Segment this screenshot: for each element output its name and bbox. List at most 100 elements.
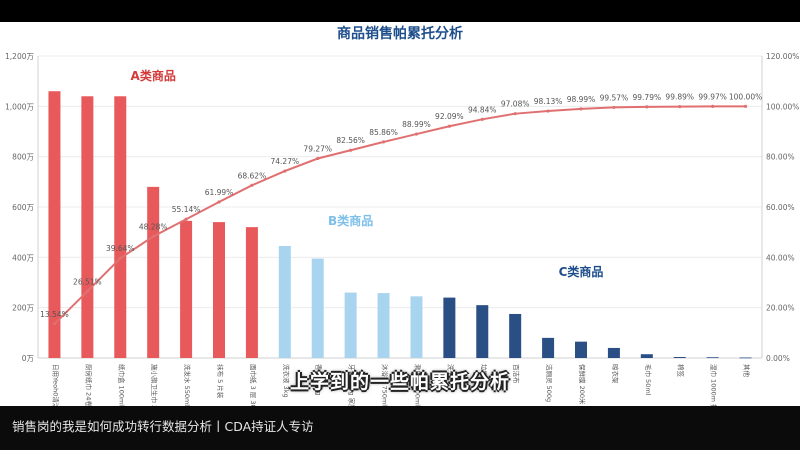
cumulative-point xyxy=(513,112,517,116)
pareto-chart: 商品销售帕累托分析 0万 200万 400万 600万 800万 1,000万 1,200万… xyxy=(5,25,799,406)
x-tick-label: 沐浴露 750ml xyxy=(381,364,390,406)
cumulative-point xyxy=(447,124,451,128)
cumulative-point xyxy=(381,140,386,144)
x-tick-label: 洁厕灵 500g xyxy=(545,364,554,402)
cumulative-label: 85.86% xyxy=(369,128,398,137)
cumulative-label: 79.27% xyxy=(303,145,332,154)
cumulative-label: 88.99% xyxy=(402,120,431,129)
cumulative-point xyxy=(316,156,320,161)
cumulative-label: 99.97% xyxy=(698,92,727,101)
x-tick-label: 厨房纸巾 24卷 xyxy=(84,364,93,406)
bar xyxy=(673,356,686,358)
bar xyxy=(640,354,653,358)
cumulative-point xyxy=(151,234,155,239)
cumulative-line xyxy=(53,105,746,325)
x-tick-label: 其他 xyxy=(743,364,752,378)
x-tick-label: 日用Yeoh0清洁剂 xyxy=(51,364,60,406)
cumulative-point xyxy=(645,105,649,109)
y-right-tick-label: 120.00% xyxy=(766,52,799,61)
cumulative-point xyxy=(579,107,583,111)
bar xyxy=(739,357,752,359)
bar xyxy=(476,305,489,358)
video-caption: 销售岗的我是如何成功转行数据分析丨CDA持证人专访 xyxy=(12,419,314,434)
x-tick-label: 纸巾盒 100ml 套装 xyxy=(117,364,126,406)
cumulative-label: 61.99% xyxy=(205,188,234,197)
bar xyxy=(575,341,587,358)
cumulative-label: 97.08% xyxy=(501,100,530,109)
x-tick-label: 保鲜膜 200米 纸 xyxy=(578,364,587,406)
cumulative-label: 98.13% xyxy=(534,97,563,106)
cumulative-label: 98.99% xyxy=(567,95,596,104)
bar xyxy=(509,313,522,358)
y-right-tick-label: 80.00% xyxy=(766,153,795,162)
x-tick-label: 面巾纸 3 层 300抽 xyxy=(249,364,258,406)
bar xyxy=(180,220,193,358)
cumulative-label: 39.64% xyxy=(106,244,135,253)
cumulative-label: 13.54% xyxy=(40,310,69,319)
group-label-a: A类商品 xyxy=(131,68,176,83)
caption-bar: 销售岗的我是如何成功转行数据分析丨CDA持证人专访 xyxy=(0,406,800,450)
y-left-tick-label: 600万 xyxy=(12,203,34,212)
cumulative-label: 74.27% xyxy=(271,157,300,166)
cumulative-label: 92.09% xyxy=(435,112,464,121)
chart-title: 商品销售帕累托分析 xyxy=(337,25,463,42)
bar xyxy=(344,292,357,358)
x-tick-label: 漱口水 500ml xyxy=(413,364,422,406)
x-tick-label: 晾衣架 xyxy=(611,364,620,384)
cumulative-point xyxy=(52,322,57,326)
cumulative-point xyxy=(612,105,616,110)
x-tick-label: 湿巾 1000m 抽 xyxy=(710,364,719,406)
x-tick-label: 洗衣液 3kg xyxy=(282,364,291,398)
bar xyxy=(443,297,456,358)
bar xyxy=(542,337,555,358)
bar xyxy=(377,293,390,358)
bar xyxy=(410,296,423,358)
cumulative-label: 94.84% xyxy=(468,105,497,114)
cumulative-point xyxy=(711,104,715,109)
y-left-tick-label: 0万 xyxy=(22,354,35,363)
x-tick-label: 棉签 xyxy=(677,364,686,378)
y-left-tick-label: 1,000万 xyxy=(5,102,34,111)
cumulative-point xyxy=(283,169,287,173)
x-tick-label: 香皂 125g xyxy=(315,364,324,396)
bar xyxy=(607,347,620,358)
cumulative-point xyxy=(743,104,748,108)
cumulative-label: 99.57% xyxy=(600,93,629,102)
bar xyxy=(48,91,61,358)
cumulative-label: 55.14% xyxy=(172,205,201,214)
cumulative-labels: 13.54% 26.51% 39.64% 48.28% 55.14% 61.99% 68.6… xyxy=(40,92,762,326)
x-tick-label: 百洁布 xyxy=(512,364,521,384)
cumulative-label: 68.62% xyxy=(238,171,267,180)
x-tick-label: 抹布 5 片装 xyxy=(216,364,225,399)
bar xyxy=(706,357,719,359)
y-left-tick-label: 800万 xyxy=(12,153,34,162)
y-right-tick-label: 0.00% xyxy=(766,354,790,363)
cumulative-label: 26.51% xyxy=(73,277,102,286)
bar xyxy=(147,186,160,358)
cumulative-label: 48.28% xyxy=(139,222,168,231)
bar xyxy=(81,96,94,359)
cumulative-point xyxy=(414,132,419,136)
cumulative-label: 100.00% xyxy=(729,92,762,101)
x-tick-label: 毛巾 50ml xyxy=(644,364,653,396)
category-labels: 日用Yeoh0清洁剂 厨房纸巾 24卷 纸巾盒 100ml 套装 施小旗卫生巾 250… xyxy=(51,364,751,406)
x-tick-label: 施小旗卫生巾 250g xyxy=(150,364,159,406)
bar xyxy=(213,222,225,358)
x-tick-label: 洗发水 550ml 瓶装 xyxy=(183,364,192,406)
group-labels: A类商品 B类商品 C类商品 xyxy=(131,68,604,279)
group-label-b: B类商品 xyxy=(328,213,373,228)
cumulative-label: 82.56% xyxy=(336,136,365,145)
cumulative-point xyxy=(678,105,682,109)
y-left-tick-label: 1,200万 xyxy=(5,52,34,61)
cumulative-label: 99.79% xyxy=(633,93,662,102)
cumulative-point xyxy=(184,217,188,221)
x-tick-label: 牙膏 120g 家庭装 xyxy=(348,364,357,406)
cumulative-label: 99.89% xyxy=(665,93,694,102)
y-right-tick-label: 20.00% xyxy=(766,304,795,313)
cumulative-point xyxy=(546,109,550,113)
bar xyxy=(278,246,291,358)
x-tick-label: 垃圾袋 xyxy=(479,364,488,384)
y-left-tick-label: 200万 xyxy=(12,304,34,313)
y-left-tick-label: 400万 xyxy=(12,253,34,262)
y-right-tick-label: 40.00% xyxy=(766,253,795,262)
